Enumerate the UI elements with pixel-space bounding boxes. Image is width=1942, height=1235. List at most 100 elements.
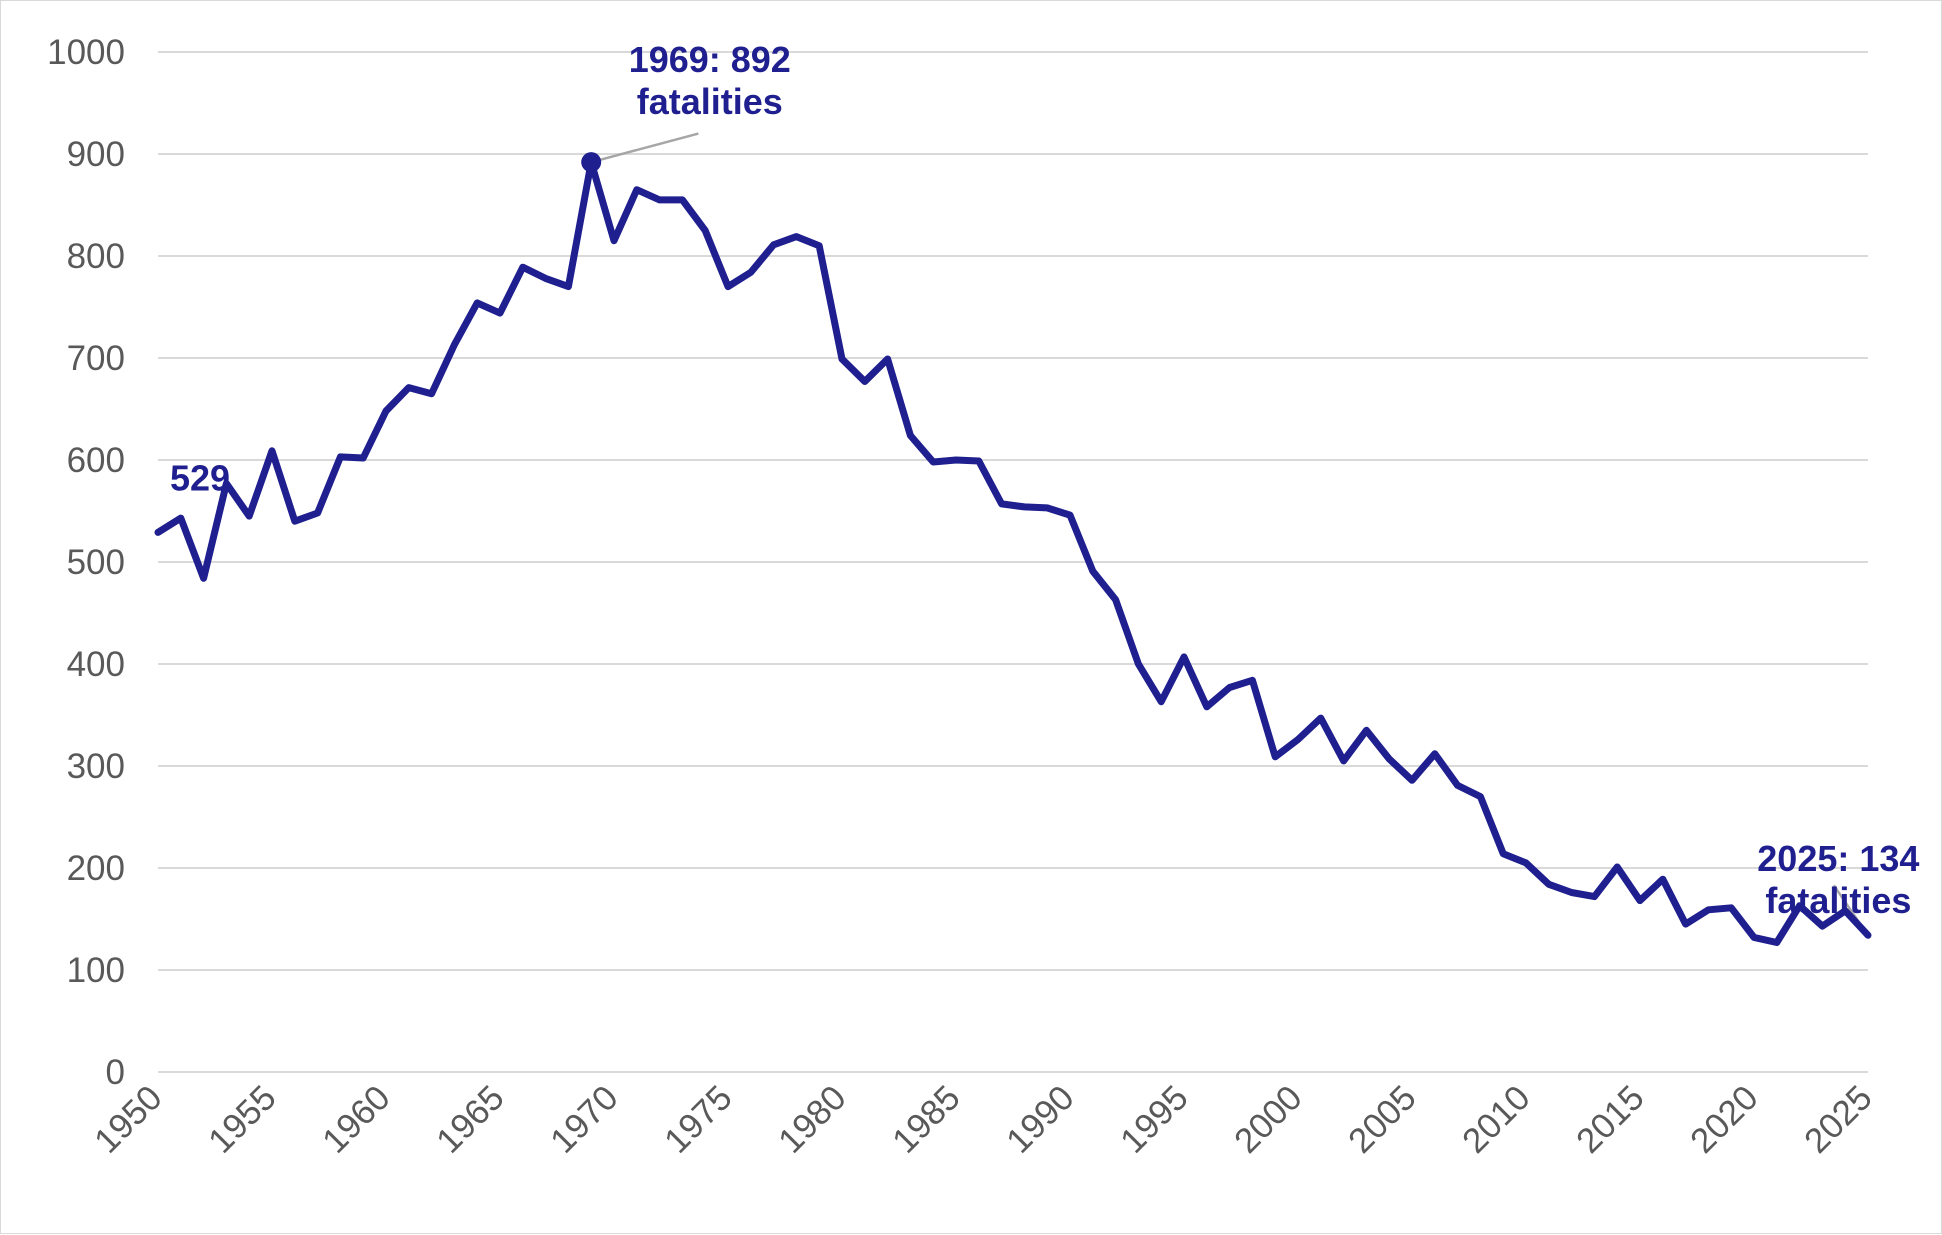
- series-line: [154, 158, 1872, 946]
- y-tick-label: 1000: [47, 33, 125, 72]
- data-point: [861, 378, 868, 385]
- data-point: [770, 241, 777, 248]
- data-point: [519, 264, 526, 271]
- data-point: [383, 408, 390, 415]
- data-point: [1659, 876, 1666, 883]
- annotation-line: 1969: 892: [629, 39, 791, 80]
- peak-marker: [581, 152, 602, 173]
- data-point: [633, 186, 640, 193]
- data-point: [200, 575, 207, 582]
- data-point: [953, 457, 960, 464]
- data-point: [1751, 934, 1758, 941]
- y-tick-label: 100: [67, 951, 125, 990]
- data-point: [1249, 677, 1256, 684]
- y-tick-label: 300: [67, 747, 125, 786]
- data-point: [1409, 777, 1416, 784]
- data-point: [998, 500, 1005, 507]
- data-point: [839, 356, 846, 363]
- data-point: [1568, 889, 1575, 896]
- data-point: [474, 299, 481, 306]
- data-point: [314, 510, 321, 517]
- data-point: [1523, 859, 1530, 866]
- annotation-leader: [590, 132, 699, 164]
- data-point: [611, 237, 618, 244]
- x-tick-label: 2015: [1569, 1078, 1652, 1161]
- data-point: [1067, 512, 1074, 519]
- data-point: [1272, 753, 1279, 760]
- y-tick-label: 400: [67, 645, 125, 684]
- grid-layer: [158, 51, 1868, 1073]
- data-point: [269, 447, 276, 454]
- data-point: [542, 275, 549, 282]
- data-point: [907, 432, 914, 439]
- y-axis-ticks: 0 100 200 300 400 500 600 700 800 900 1000: [47, 33, 125, 1092]
- data-point: [1773, 939, 1780, 946]
- data-point: [1637, 897, 1644, 904]
- data-point: [1158, 698, 1165, 705]
- data-point: [1386, 755, 1393, 762]
- data-point: [1112, 596, 1119, 603]
- annotation-line: fatalities: [1765, 880, 1911, 921]
- data-point: [1477, 793, 1484, 800]
- data-point: [975, 458, 982, 465]
- data-point: [1454, 782, 1461, 789]
- data-point: [1340, 757, 1347, 764]
- x-tick-label: 2005: [1341, 1078, 1424, 1161]
- annotation-leaders: [590, 132, 1870, 937]
- data-point: [1500, 850, 1507, 857]
- x-axis-ticks: 1950 1955 1960 1965 1970 1975 1980 1985 1990 1995…: [87, 1078, 1880, 1161]
- y-tick-label: 0: [106, 1053, 125, 1092]
- y-tick-label: 500: [67, 543, 125, 582]
- data-point: [155, 529, 162, 536]
- data-point: [1819, 923, 1826, 930]
- x-tick-label: 1980: [771, 1078, 854, 1161]
- data-point: [1089, 568, 1096, 575]
- data-point: [497, 310, 504, 317]
- data-point: [930, 459, 937, 466]
- data-point: [1614, 863, 1621, 870]
- data-point: [291, 518, 298, 525]
- data-point: [725, 283, 732, 290]
- annotation-line: 2025: 134: [1757, 838, 1919, 879]
- data-point: [884, 356, 891, 363]
- data-point: [1295, 736, 1302, 743]
- data-point: [747, 269, 754, 276]
- x-tick-label: 1990: [999, 1078, 1082, 1161]
- data-point: [816, 242, 823, 249]
- annotation-line: 529: [170, 457, 230, 498]
- x-tick-label: 2025: [1797, 1078, 1880, 1161]
- data-point: [565, 283, 572, 290]
- x-tick-label: 1955: [201, 1078, 284, 1161]
- data-point: [679, 196, 686, 203]
- y-tick-label: 200: [67, 849, 125, 888]
- data-point: [1226, 684, 1233, 691]
- data-point: [1181, 653, 1188, 660]
- x-tick-label: 2020: [1683, 1078, 1766, 1161]
- data-points: [155, 159, 1872, 946]
- data-point: [1203, 703, 1210, 710]
- data-point: [1865, 932, 1872, 939]
- y-tick-label: 600: [67, 441, 125, 480]
- data-point: [360, 454, 367, 461]
- data-point: [1363, 727, 1370, 734]
- data-point: [702, 227, 709, 234]
- data-point: [1705, 906, 1712, 913]
- y-tick-label: 700: [67, 339, 125, 378]
- data-point: [793, 233, 800, 240]
- data-point: [656, 196, 663, 203]
- data-point: [428, 390, 435, 397]
- data-point: [1728, 904, 1735, 911]
- data-point: [246, 513, 253, 520]
- data-point: [1135, 661, 1142, 668]
- x-tick-label: 1960: [315, 1078, 398, 1161]
- data-point: [1044, 504, 1051, 511]
- data-point: [177, 515, 184, 522]
- annotation-end: 2025: 134 fatalities: [1757, 838, 1919, 921]
- y-tick-label: 800: [67, 237, 125, 276]
- data-point: [1682, 921, 1689, 928]
- x-tick-label: 1965: [429, 1078, 512, 1161]
- data-point: [1545, 881, 1552, 888]
- data-point: [1021, 503, 1028, 510]
